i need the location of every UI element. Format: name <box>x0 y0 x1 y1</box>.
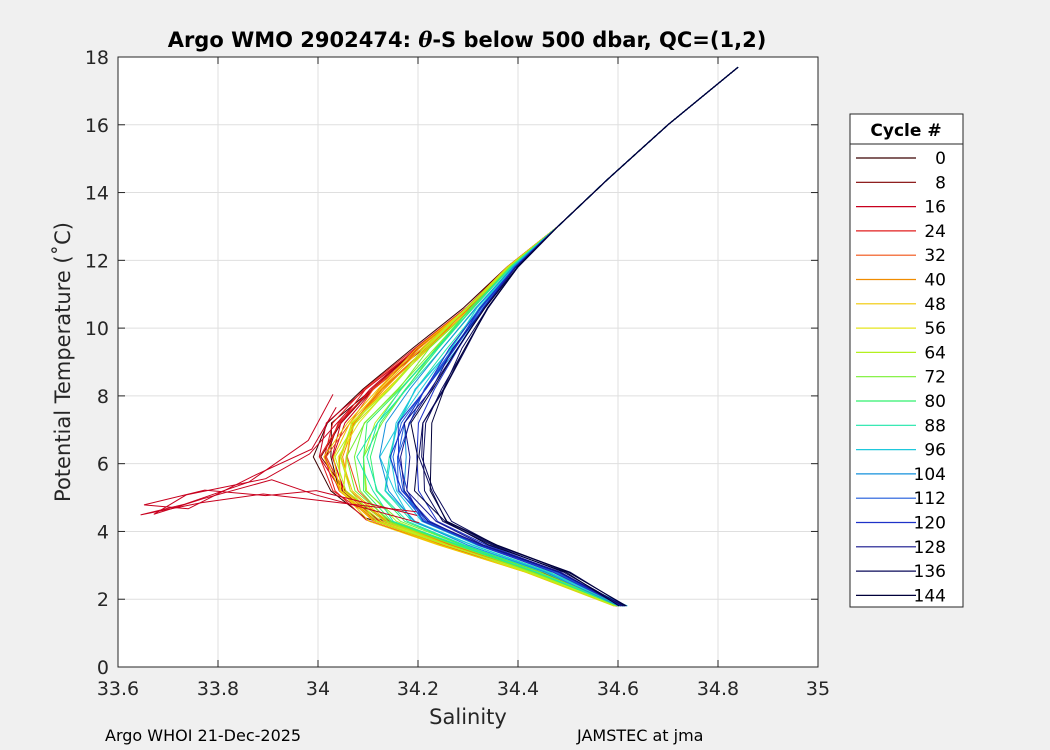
legend-label: 88 <box>924 416 946 436</box>
legend-label: 80 <box>924 392 946 412</box>
legend-items: 0 8 16 24 32 40 48 56 64 72 80 88 96 104 112 120 128 136 1… <box>856 149 946 606</box>
y-tick-label: 16 <box>85 115 109 137</box>
legend-label: 120 <box>914 514 946 534</box>
x-tick-label: 34.2 <box>397 678 439 700</box>
y-tick-label: 4 <box>97 521 109 543</box>
x-tick-label: 34.6 <box>597 678 639 700</box>
y-axis-label: Potential Temperature (˚C) <box>51 222 75 502</box>
y-tick-label: 0 <box>97 657 109 679</box>
legend-label: 0 <box>935 149 946 169</box>
profile-line-anomaly <box>153 405 420 524</box>
x-tick-label: 33.6 <box>97 678 139 700</box>
chart-title: Argo WMO 2902474: θ-S below 500 dbar, QC… <box>168 27 767 52</box>
profile-line-anomaly <box>143 406 418 516</box>
legend-label: 48 <box>924 295 946 315</box>
y-tick-label: 10 <box>85 318 109 340</box>
legend: Cycle # 0 8 16 24 32 40 48 56 64 72 80 88 96 104 112 12… <box>849 113 964 608</box>
x-tick-label: 34.8 <box>697 678 739 700</box>
legend-title: Cycle # <box>870 121 941 141</box>
legend-label: 144 <box>914 586 946 606</box>
x-tick-label: 34.4 <box>497 678 539 700</box>
x-axis-label: Salinity <box>429 705 507 729</box>
y-tick-label: 18 <box>85 47 109 69</box>
y-tick-label: 8 <box>97 386 109 408</box>
legend-box <box>849 113 964 608</box>
x-tick-label: 33.8 <box>197 678 239 700</box>
legend-label: 24 <box>924 222 946 242</box>
legend-label: 16 <box>924 198 946 218</box>
legend-label: 64 <box>924 343 946 363</box>
legend-label: 96 <box>924 441 946 461</box>
legend-label: 8 <box>935 173 946 193</box>
legend-label: 136 <box>914 562 946 582</box>
y-tick-label: 12 <box>85 250 109 272</box>
x-tick-label: 35 <box>806 678 830 700</box>
series-group <box>140 66 739 607</box>
y-axis-ticks: 0 2 4 6 8 10 12 14 16 18 <box>85 47 818 679</box>
legend-label: 104 <box>914 465 946 485</box>
legend-label: 112 <box>914 489 946 509</box>
y-tick-label: 2 <box>97 589 109 611</box>
legend-label: 56 <box>924 319 946 339</box>
profile-line-anomaly <box>140 394 417 516</box>
footer-left: Argo WHOI 21-Dec-2025 <box>105 726 302 745</box>
y-tick-label: 6 <box>97 454 109 476</box>
x-tick-label: 34 <box>306 678 330 700</box>
legend-label: 40 <box>924 271 946 291</box>
plot-frame <box>117 56 819 668</box>
profile-line <box>410 66 739 607</box>
footer-right: JAMSTEC at jma <box>577 726 704 745</box>
legend-label: 72 <box>924 368 946 388</box>
legend-label: 32 <box>924 246 946 266</box>
y-tick-label: 14 <box>85 183 109 205</box>
x-axis-ticks: 33.6 33.8 34 34.2 34.4 34.6 34.8 35 <box>97 57 830 700</box>
legend-label: 128 <box>914 538 946 558</box>
plot-area <box>118 57 818 667</box>
